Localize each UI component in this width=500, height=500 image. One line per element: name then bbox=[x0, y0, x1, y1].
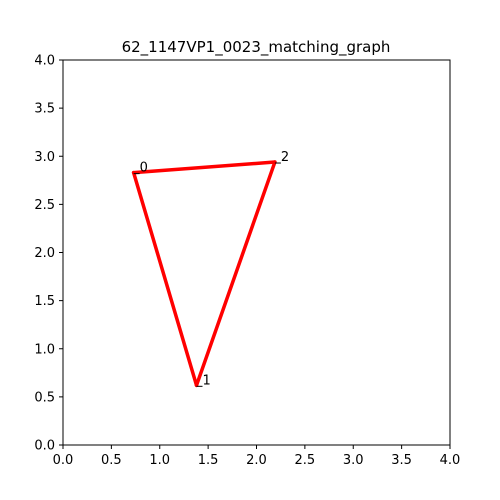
y-tick-label: 3.0 bbox=[34, 150, 55, 165]
x-tick-label: 1.0 bbox=[149, 453, 170, 468]
x-tick-label: 0.5 bbox=[101, 453, 122, 468]
node-labels-layer: 0 1 2 bbox=[133, 150, 289, 388]
node-label-0: 0 bbox=[140, 161, 148, 176]
node-label-1: 1 bbox=[203, 373, 211, 388]
edges-layer bbox=[131, 160, 277, 388]
y-tick-label: 2.5 bbox=[34, 198, 55, 213]
y-tick-label: 1.0 bbox=[34, 342, 55, 357]
axes-layer: 0.0 0.5 1.0 1.5 2.0 2.5 3.0 3.5 4.0 0.0 0.5 1.0 1.5 2… bbox=[34, 54, 460, 469]
graph-edge-0-1 bbox=[131, 170, 199, 388]
y-tick-label: 0.0 bbox=[34, 439, 55, 454]
x-tick-label: 2.5 bbox=[295, 453, 316, 468]
y-tick-label: 1.5 bbox=[34, 294, 55, 309]
x-tick-label: 2.0 bbox=[246, 453, 267, 468]
y-tick-label: 3.5 bbox=[34, 102, 55, 117]
y-tick-label: 2.0 bbox=[34, 246, 55, 261]
x-tick-label: 1.5 bbox=[198, 453, 219, 468]
graph-edge-2-0 bbox=[131, 160, 277, 175]
x-tick-label: 0.0 bbox=[53, 453, 74, 468]
x-tick-label: 3.5 bbox=[391, 453, 412, 468]
y-tick-label: 0.5 bbox=[34, 390, 55, 405]
graph-edge-1-2 bbox=[194, 160, 277, 388]
y-tick-label: 4.0 bbox=[34, 54, 55, 69]
x-tick-label: 4.0 bbox=[440, 453, 461, 468]
chart-title: 62_1147VP1_0023_matching_graph bbox=[122, 38, 391, 57]
node-label-2: 2 bbox=[281, 150, 289, 165]
x-tick-label: 3.0 bbox=[343, 453, 364, 468]
